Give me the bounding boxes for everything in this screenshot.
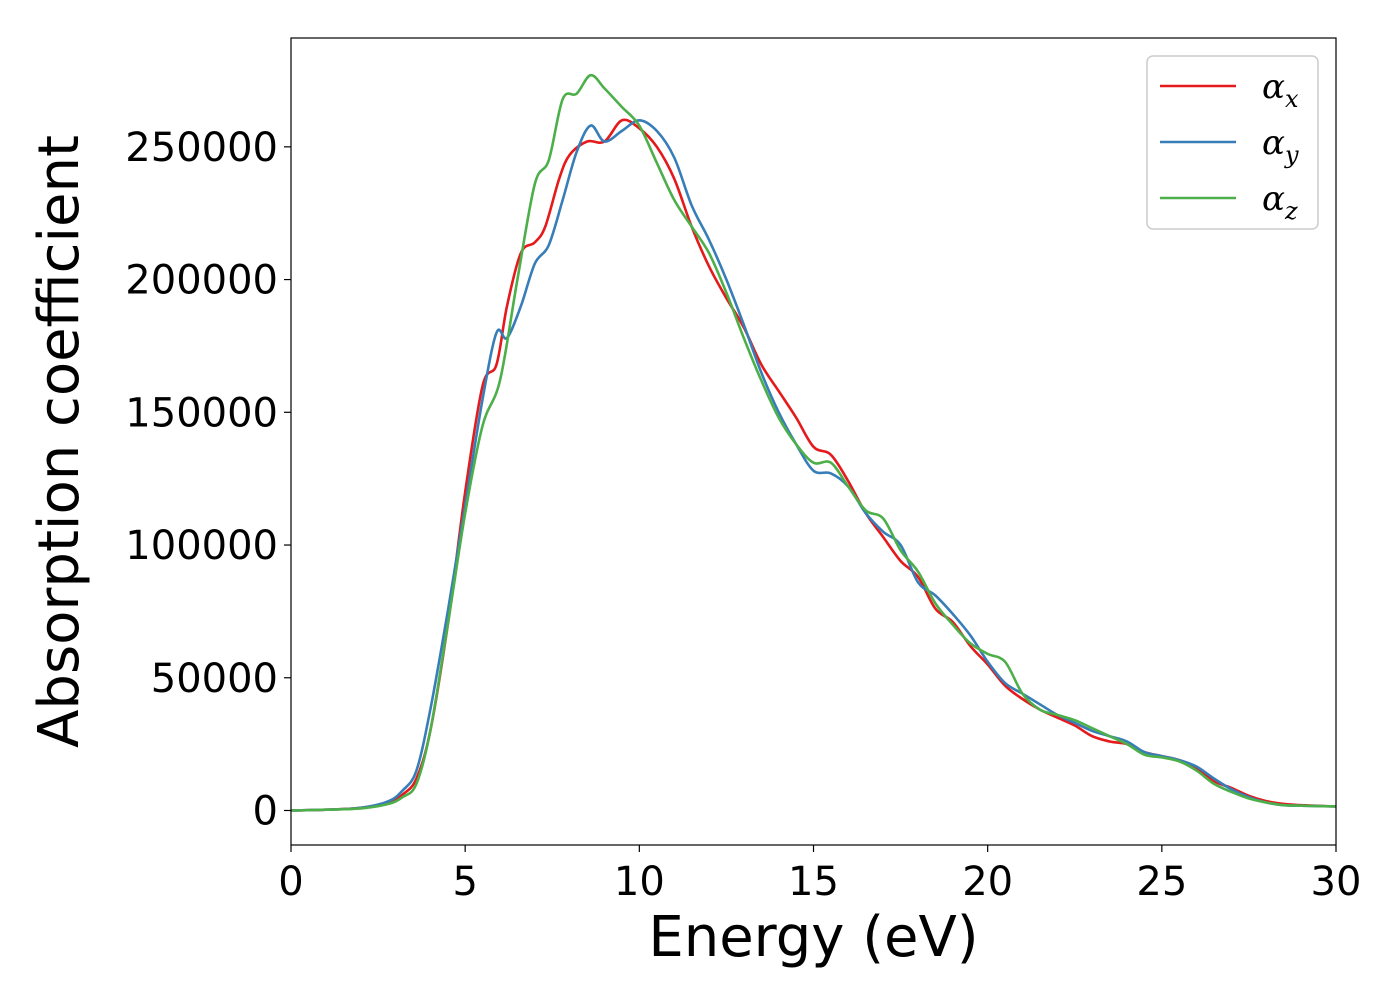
x-tick-label: 0: [278, 859, 303, 905]
x-axis-title: Energy (eV): [648, 905, 978, 970]
x-axis: 0 5 10 15 20 25 30: [278, 845, 1361, 905]
y-axis-title: Absorption coefficient: [27, 135, 92, 748]
y-tick-label: 250000: [125, 125, 278, 171]
y-tick-label: 0: [253, 788, 278, 834]
x-tick-label: 25: [1136, 859, 1187, 905]
x-tick-label: 15: [788, 859, 839, 905]
x-tick-label: 20: [962, 859, 1013, 905]
y-tick-label: 200000: [125, 258, 278, 304]
x-tick-label: 30: [1311, 859, 1362, 905]
legend-subscript: y: [1284, 141, 1299, 169]
y-axis: 0 50000 100000 150000 200000 250000: [125, 125, 291, 834]
y-tick-label: 50000: [151, 656, 278, 702]
series-line-z: [290, 73, 1337, 812]
y-tick-label: 150000: [125, 390, 278, 436]
legend-subscript: x: [1285, 85, 1299, 113]
x-tick-label: 5: [452, 859, 477, 905]
series-layer: [290, 73, 1337, 812]
x-tick-label: 10: [614, 859, 665, 905]
legend-subscript: z: [1284, 197, 1298, 225]
y-tick-label: 100000: [125, 523, 278, 569]
